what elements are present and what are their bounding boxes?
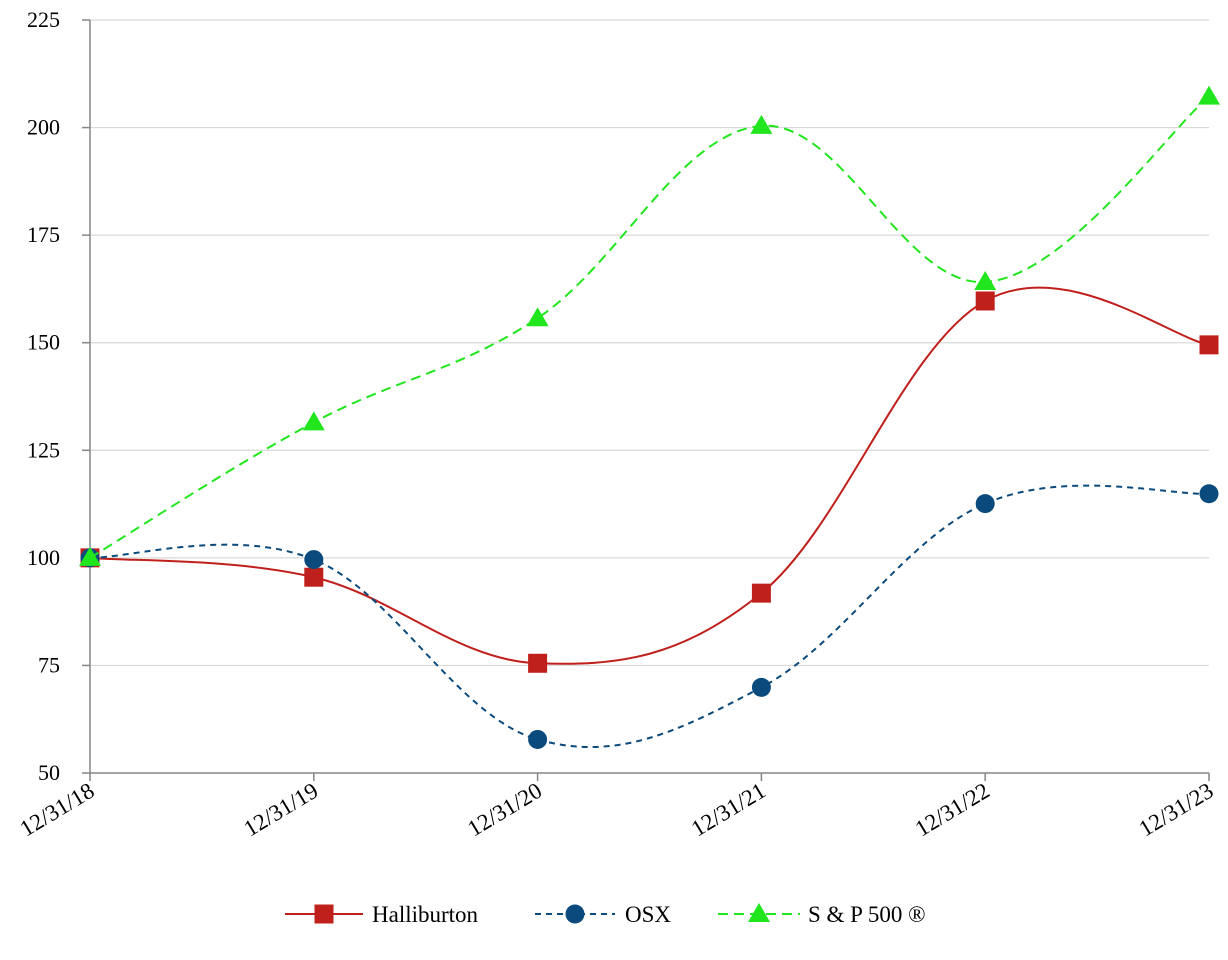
data-point-s-p-500: [750, 114, 773, 134]
x-tick-label: 12/31/19: [239, 778, 322, 842]
legend: Halliburton OSX S & P 500 ®: [285, 902, 926, 927]
y-tick-label: 75: [38, 652, 60, 677]
series-osx: [80, 484, 1219, 749]
data-point-halliburton: [528, 653, 548, 673]
series-line-s-p-500: [89, 95, 1210, 559]
x-tick-label: 12/31/20: [463, 778, 546, 842]
data-point-halliburton: [751, 583, 771, 603]
y-tick-label: 225: [27, 7, 60, 32]
data-point-halliburton: [975, 291, 995, 311]
x-tick-label: 12/31/21: [687, 778, 770, 842]
data-point-s-p-500: [526, 307, 549, 327]
data-point-s-p-500: [79, 546, 101, 566]
data-point-s-p-500: [302, 411, 325, 431]
series-line-osx: [89, 484, 1210, 748]
y-tick-label: 150: [27, 330, 60, 355]
data-point-s-p-500: [974, 271, 997, 291]
legend-marker-halliburton: [314, 904, 334, 924]
data-point-osx: [304, 550, 324, 570]
data-point-osx: [528, 729, 548, 749]
gridlines: [90, 19, 1209, 667]
series-lines: [79, 85, 1220, 749]
legend-marker-osx: [565, 904, 585, 924]
data-point-s-p-500: [1198, 85, 1220, 105]
data-point-halliburton: [1199, 335, 1219, 355]
y-tick-label: 100: [27, 545, 60, 570]
y-tick-label: 200: [27, 115, 60, 140]
legend-label-s-p-500: S & P 500 ®: [808, 902, 926, 927]
legend-item-osx: OSX: [535, 902, 671, 927]
data-point-osx: [751, 677, 771, 697]
x-tick-label: 12/31/18: [16, 778, 99, 842]
legend-label-osx: OSX: [625, 902, 671, 927]
y-tick-label: 175: [27, 222, 60, 247]
x-tick-label: 12/31/23: [1135, 778, 1218, 842]
series-line-halliburton: [89, 286, 1210, 665]
y-tick-label: 125: [27, 437, 60, 462]
y-tick-label: 50: [38, 760, 60, 785]
data-point-osx: [1199, 484, 1219, 504]
legend-item-s-p-500: S & P 500 ®: [718, 902, 926, 927]
data-point-halliburton: [304, 567, 324, 587]
legend-marker-s-p-500: [748, 903, 770, 922]
legend-label-halliburton: Halliburton: [372, 902, 479, 927]
data-point-osx: [975, 494, 995, 514]
axes: 50 75 100 125 150 175 200 225 12/31/18 12/31/19 12…: [16, 7, 1218, 841]
legend-item-halliburton: Halliburton: [285, 902, 479, 927]
series-halliburton: [80, 286, 1219, 673]
series-s-p-500: [79, 85, 1220, 566]
x-tick-label: 12/31/22: [911, 778, 994, 842]
